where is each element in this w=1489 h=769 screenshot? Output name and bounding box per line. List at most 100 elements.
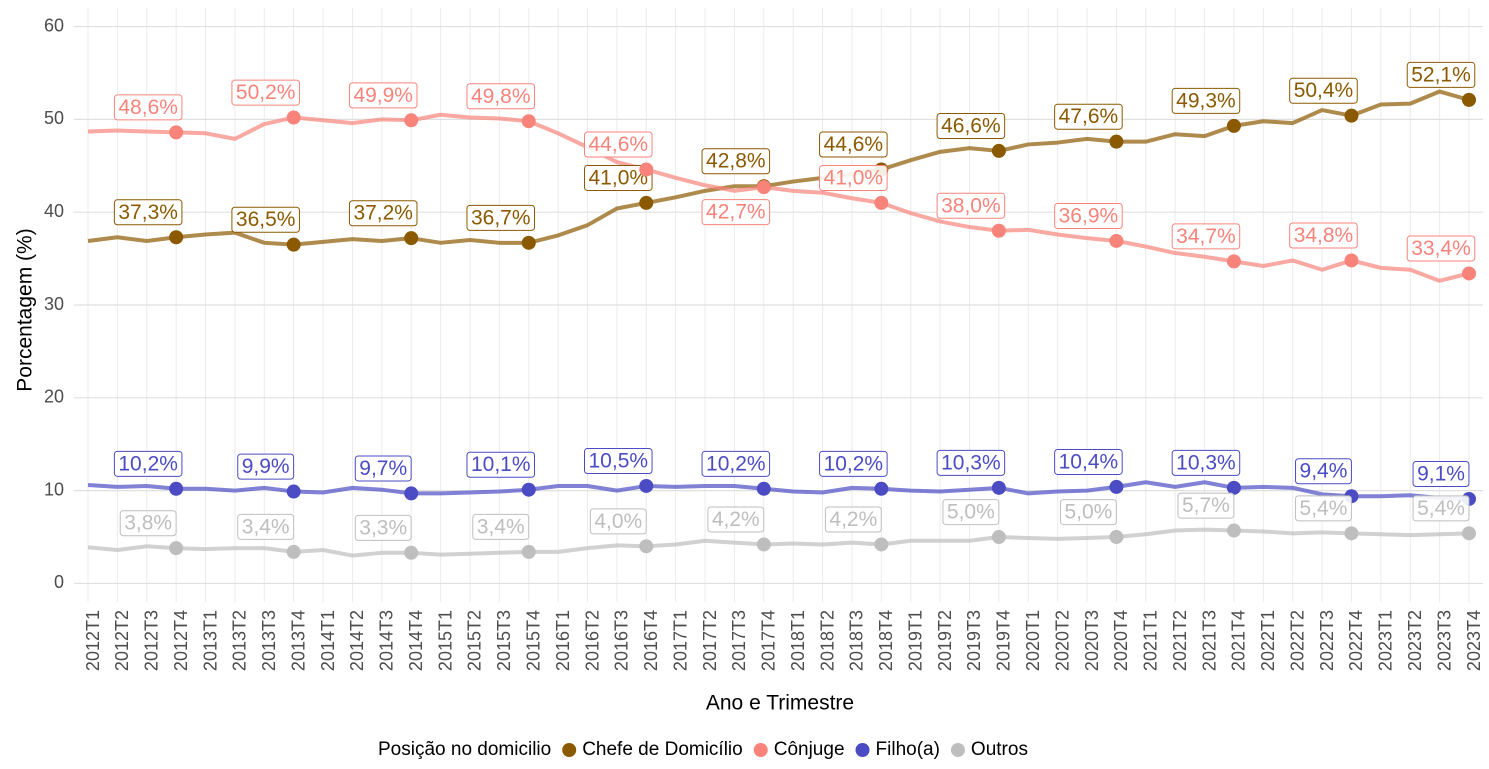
- point: [521, 482, 536, 497]
- point: [169, 541, 184, 556]
- data-label-box: [584, 448, 653, 475]
- data-label-text: 10,5%: [589, 450, 649, 473]
- data-label: 42,7%: [701, 199, 771, 226]
- data-label: 48,6%: [113, 94, 183, 121]
- x-tick-label: 2017T2: [700, 610, 720, 671]
- point: [874, 195, 889, 210]
- point: [286, 484, 301, 499]
- data-label-box: [1412, 461, 1470, 488]
- x-tick-label: 2019T4: [994, 610, 1014, 671]
- point: [1462, 266, 1476, 281]
- data-label-box: [237, 513, 295, 540]
- data-label-box: [589, 508, 647, 535]
- data-label-box: [824, 506, 882, 533]
- x-tick-label: 2012T4: [171, 610, 191, 671]
- x-tick-label: 2022T4: [1346, 610, 1366, 671]
- x-tick-label: 2013T2: [230, 610, 250, 671]
- data-label: 3,3%: [354, 514, 412, 541]
- y-axis-title: Porcentagem (%): [14, 228, 37, 391]
- data-label-box: [701, 199, 771, 226]
- x-tick-label: 2016T2: [582, 610, 602, 671]
- data-label-text: 10,2%: [824, 452, 884, 475]
- point: [756, 537, 771, 552]
- data-label-text: 10,2%: [118, 452, 178, 475]
- data-label-box: [1059, 499, 1117, 526]
- data-label-box: [1054, 448, 1123, 475]
- data-label-box: [354, 514, 412, 541]
- point: [991, 143, 1006, 158]
- data-label: 5,0%: [942, 499, 1000, 526]
- data-label: 5,7%: [1177, 492, 1235, 519]
- data-label-text: 38,0%: [941, 194, 1001, 217]
- data-label-text: 5,4%: [1300, 497, 1348, 520]
- x-axis-title: Ano e Trimestre: [706, 692, 854, 715]
- x-tick-label: 2012T2: [112, 610, 132, 671]
- data-label-text: 34,8%: [1294, 224, 1354, 247]
- data-label-box: [701, 148, 771, 175]
- legend-swatch: [753, 743, 768, 757]
- data-label-box: [1171, 87, 1241, 114]
- data-label-text: 41,0%: [824, 166, 884, 189]
- data-label-text: 42,7%: [706, 201, 766, 224]
- data-label-text: 3,8%: [124, 512, 172, 535]
- point: [1226, 480, 1241, 495]
- data-label-box: [936, 192, 1006, 219]
- x-tick-label: 2019T2: [935, 610, 955, 671]
- data-label-box: [231, 206, 300, 233]
- x-tick-label: 2022T1: [1258, 610, 1278, 671]
- data-label-box: [819, 164, 888, 191]
- data-label: 3,4%: [472, 513, 530, 540]
- data-label-text: 10,4%: [1059, 450, 1119, 473]
- legend-swatch: [855, 743, 870, 757]
- data-label-text: 33,4%: [1411, 237, 1471, 260]
- point: [169, 481, 184, 496]
- y-tick-label: 60: [44, 15, 64, 35]
- data-label-text: 5,4%: [1417, 497, 1465, 520]
- data-label: 37,2%: [348, 200, 418, 227]
- data-label-box: [936, 112, 1006, 139]
- data-label-box: [466, 83, 536, 110]
- data-label-text: 48,6%: [118, 96, 178, 119]
- data-label: 49,9%: [348, 82, 418, 109]
- data-label-text: 52,1%: [1411, 63, 1471, 86]
- data-label-text: 41,0%: [589, 166, 649, 189]
- x-tick-label: 2015T1: [435, 610, 455, 671]
- data-label-box: [1171, 223, 1241, 250]
- data-label-box: [701, 450, 771, 477]
- x-tick-label: 2021T4: [1229, 610, 1249, 671]
- data-label: 36,7%: [466, 204, 536, 231]
- point: [404, 486, 419, 501]
- x-tick-label: 2017T1: [670, 610, 690, 671]
- y-tick-label: 0: [54, 572, 64, 592]
- point: [756, 481, 771, 496]
- data-label: 9,1%: [1412, 461, 1470, 488]
- data-label-text: 10,3%: [941, 451, 1001, 474]
- point: [874, 537, 889, 552]
- data-label-box: [707, 506, 765, 533]
- data-label-box: [466, 451, 536, 478]
- legend-swatch: [950, 743, 965, 757]
- data-label-text: 4,0%: [594, 510, 642, 533]
- data-label-text: 4,2%: [712, 508, 760, 531]
- data-label-text: 10,1%: [471, 453, 531, 476]
- point: [1226, 523, 1241, 538]
- data-label-box: [819, 131, 888, 158]
- x-tick-label: 2014T1: [318, 610, 338, 671]
- point: [1109, 530, 1124, 545]
- x-tick-label: 2015T3: [494, 610, 514, 671]
- data-label-box: [113, 450, 183, 477]
- data-label: 50,4%: [1289, 77, 1358, 104]
- point: [169, 230, 184, 245]
- data-label: 34,8%: [1289, 222, 1358, 249]
- data-label: 41,0%: [584, 164, 653, 191]
- data-label-text: 46,6%: [941, 114, 1001, 137]
- x-tick-label: 2014T4: [406, 610, 426, 671]
- data-label-text: 49,3%: [1176, 89, 1236, 112]
- data-label-text: 10,2%: [706, 452, 766, 475]
- data-label: 10,4%: [1054, 448, 1123, 475]
- point: [521, 235, 536, 250]
- data-label-text: 50,2%: [236, 81, 296, 104]
- data-label: 49,8%: [466, 83, 536, 110]
- point: [1226, 118, 1241, 133]
- point: [1462, 526, 1476, 541]
